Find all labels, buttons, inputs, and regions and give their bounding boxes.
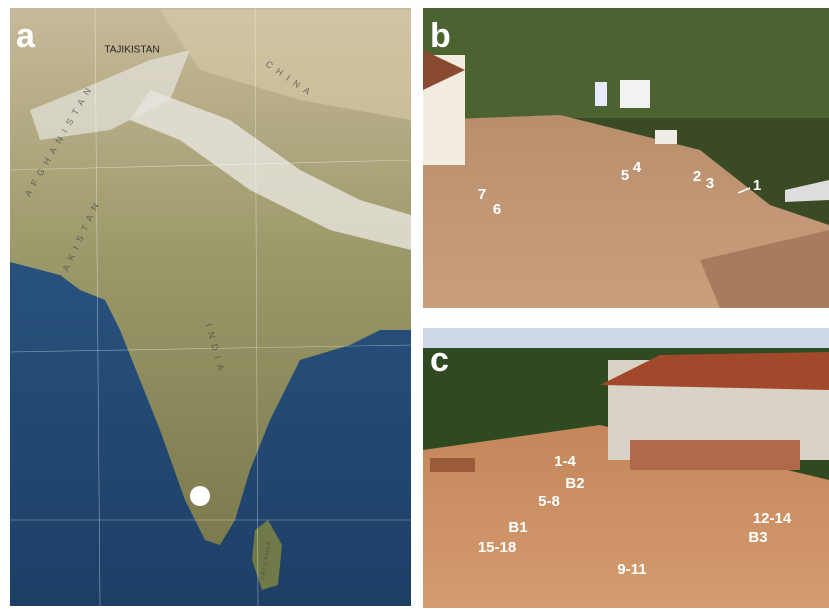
annotation: 6: [493, 201, 501, 218]
photo-panel: c: [423, 328, 829, 608]
map-label: TAJIKISTAN: [104, 45, 159, 56]
annotation: 5: [621, 167, 629, 184]
annotation: 15-18: [478, 539, 516, 556]
annotation: 2: [693, 168, 701, 185]
annotation: 1: [753, 177, 761, 194]
annotation: B1: [508, 519, 527, 536]
photo-panel: b: [423, 8, 829, 308]
annotation: 1-4: [554, 453, 576, 470]
map-panel: TAJIKISTAN AFGHANISTAN PAKISTAN CHINA IN…: [10, 8, 411, 606]
annotation: B2: [565, 475, 584, 492]
annotation: 7: [478, 186, 486, 203]
annotation: B3: [748, 529, 767, 546]
site-marker: [190, 486, 210, 506]
annotation: 5-8: [538, 493, 560, 510]
pointer: [737, 187, 751, 194]
panel-label: b: [430, 17, 451, 55]
annotation: 4: [633, 159, 642, 176]
annotation: 12-14: [753, 510, 792, 527]
annotation: 9-11: [617, 561, 646, 578]
panel-label: c: [430, 341, 449, 379]
annotation: 3: [706, 175, 714, 192]
panel-label: a: [16, 17, 36, 55]
